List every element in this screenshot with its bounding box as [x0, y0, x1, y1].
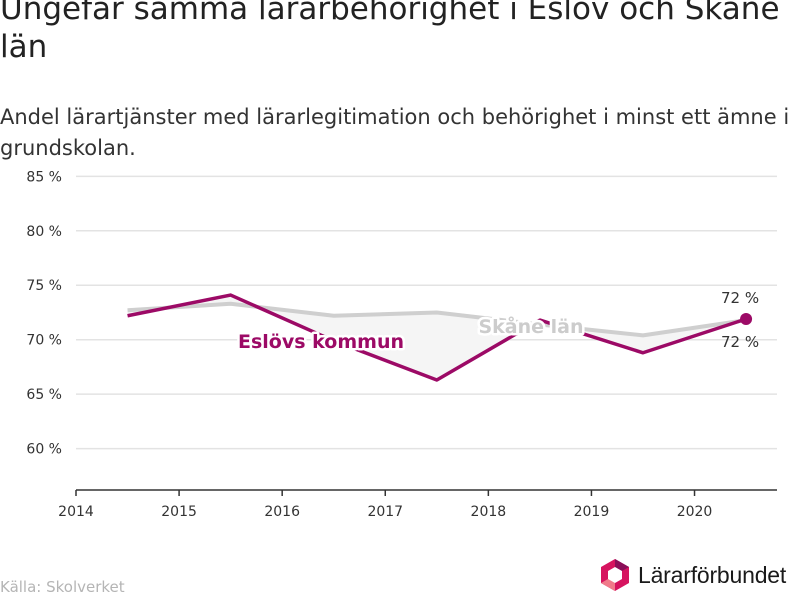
- end-label-skane: 72 %: [721, 333, 759, 351]
- chart-title: Ungefär samma lärarbehörighet i Eslöv oc…: [0, 0, 780, 65]
- difference-fill: [127, 295, 747, 380]
- x-tick-label: 2020: [677, 504, 713, 520]
- series-label-eslov: Eslövs kommun: [238, 331, 404, 353]
- y-tick-label: 65 %: [26, 387, 62, 403]
- y-tick-label: 75 %: [26, 278, 62, 294]
- series-line-eslov: [127, 293, 747, 382]
- x-tick-label: 2019: [574, 504, 610, 520]
- x-axis: [75, 489, 777, 496]
- series-endpoint-eslov: [740, 313, 753, 326]
- chart-labels: 60 % 65 % 70 % 75 % 80 % 85 % 2014 2015 2016 2017…: [26, 169, 759, 520]
- x-tick-label: 2015: [161, 504, 197, 520]
- y-tick-label: 85 %: [26, 169, 62, 185]
- x-tick-label: 2018: [471, 504, 507, 520]
- difference-area: [127, 295, 747, 380]
- series-line-skane: [127, 301, 747, 338]
- x-tick-label: 2014: [58, 504, 94, 520]
- series-label-skane: Skåne län: [478, 314, 583, 338]
- x-tick-label: 2016: [264, 504, 300, 520]
- chart-subtitle: Andel lärartjänster med lärarlegitimatio…: [0, 105, 790, 160]
- series-lines: [127, 293, 753, 382]
- source-note: Källa: Skolverket: [0, 578, 125, 596]
- end-label-eslov: 72 %: [721, 289, 759, 307]
- y-tick-label: 80 %: [26, 224, 62, 240]
- y-tick-label: 70 %: [26, 333, 62, 349]
- lararforbundet-logo: Lärarförbundet: [600, 556, 786, 594]
- logo-text: Lärarförbundet: [638, 561, 787, 588]
- x-tick-label: 2017: [367, 504, 403, 520]
- y-tick-label: 60 %: [26, 442, 62, 458]
- lararforbundet-logo-icon: [601, 559, 629, 591]
